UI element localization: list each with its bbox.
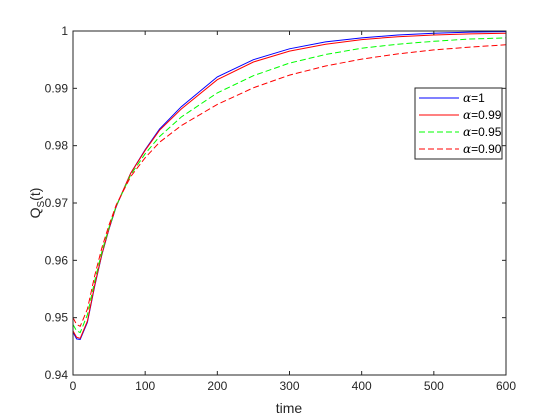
legend-entry-label: α=0.95 [463,125,502,139]
y-axis-label: QS(t) [27,188,47,219]
x-tick-label: 600 [496,379,516,393]
legend-entry-value: =1 [471,91,485,105]
x-tick-label: 200 [207,379,227,393]
y-tick-label: 0.98 [45,139,69,153]
legend-entry-symbol: α [463,125,471,139]
x-tick-label: 300 [279,379,299,393]
x-tick-label: 100 [135,379,155,393]
series-line-4 [72,44,507,327]
y-axis-ticks: 0.94 0.95 0.96 0.97 0.98 0.99 1 [45,24,506,382]
plot-area [73,31,506,375]
y-tick-label: 0.95 [45,311,69,325]
legend-entry-label: α=0.99 [463,108,502,122]
x-tick-label: 0 [70,379,77,393]
x-axis-ticks: 0 100 200 300 400 500 600 [70,31,516,393]
legend: α=1α=0.99α=0.95α=0.90 [414,87,503,160]
legend-entry-label: α=0.90 [463,142,502,156]
y-tick-label: 0.96 [45,253,69,267]
legend-entry-value: =0.95 [471,125,502,139]
legend-entry-symbol: α [463,91,471,105]
legend-entry-value: =0.90 [471,142,502,156]
y-tick-label: 0.97 [45,196,69,210]
y-tick-label: 0.94 [45,368,69,382]
x-tick-label: 400 [352,379,372,393]
series-lines [72,31,507,341]
plot-background [73,31,506,375]
x-axis-label: time [276,400,303,416]
legend-entry-label: α=1 [463,91,485,105]
legend-entry-symbol: α [463,108,471,122]
y-tick-label: 1 [61,24,68,38]
y-axis-label-main: Q [27,207,43,218]
legend-entry-value: =0.99 [471,108,502,122]
x-tick-label: 500 [424,379,444,393]
y-axis-label-subscript: S [36,201,47,208]
y-axis-label-suffix: (t) [27,188,43,201]
legend-box [414,87,503,160]
y-tick-label: 0.99 [45,81,69,95]
series-line-2 [72,32,507,339]
legend-entry-symbol: α [463,142,471,156]
series-line-3 [72,37,507,334]
